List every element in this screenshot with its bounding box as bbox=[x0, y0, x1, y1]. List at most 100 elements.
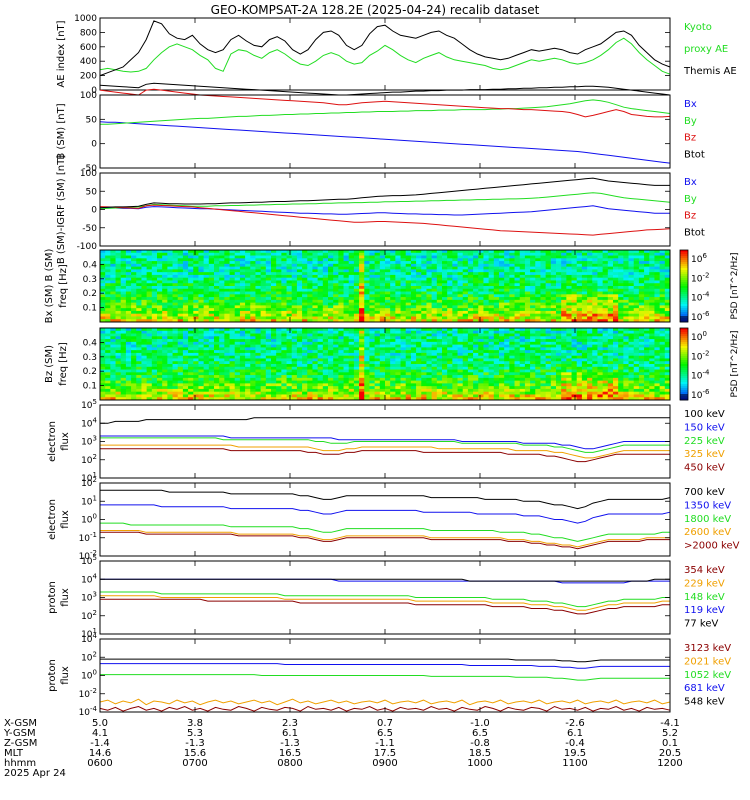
spectrogram-cell bbox=[623, 310, 629, 315]
spectrogram-cell bbox=[421, 269, 427, 273]
spectrogram-cell bbox=[488, 277, 495, 281]
spectrogram-cell bbox=[203, 347, 210, 351]
spectrogram-cell bbox=[219, 277, 225, 281]
spectrogram-cell bbox=[478, 280, 484, 284]
spectrogram-cell bbox=[203, 255, 210, 259]
spectrogram-cell bbox=[328, 263, 334, 268]
spectrogram-cell bbox=[602, 297, 609, 301]
spectrogram-cell bbox=[364, 350, 370, 354]
spectrogram-cell bbox=[395, 261, 401, 265]
spectrogram-cell bbox=[136, 380, 142, 384]
spectrogram-cell bbox=[115, 280, 122, 284]
spectrogram-cell bbox=[271, 266, 277, 270]
spectrogram-cell bbox=[193, 397, 199, 401]
spectrogram-cell bbox=[478, 310, 484, 315]
spectrogram-cell bbox=[628, 308, 635, 312]
spectrogram-cell bbox=[182, 308, 189, 312]
spectrogram-cell bbox=[426, 388, 433, 393]
spectrogram-cell bbox=[385, 383, 391, 387]
spectrogram-cell bbox=[193, 347, 199, 351]
spectrogram-cell bbox=[628, 319, 635, 323]
spectrogram-cell bbox=[120, 286, 127, 290]
spectrogram-cell bbox=[333, 286, 339, 290]
spectrogram-cell bbox=[198, 269, 205, 273]
spectrogram-cell bbox=[141, 355, 148, 359]
spectrogram-cell bbox=[250, 255, 256, 259]
spectrogram-cell bbox=[509, 291, 515, 295]
spectrogram-cell bbox=[328, 352, 334, 357]
spectrogram-cell bbox=[219, 297, 225, 301]
spectrogram-cell bbox=[436, 252, 443, 256]
spectrogram-cell bbox=[296, 377, 303, 382]
spectrogram-cell bbox=[545, 310, 552, 315]
spectrogram-cell bbox=[229, 313, 236, 317]
spectrogram-cell bbox=[405, 291, 412, 295]
spectrogram-cell bbox=[379, 302, 386, 306]
spectrogram-cell bbox=[193, 252, 199, 256]
spectrogram-cell bbox=[385, 266, 391, 270]
spectrogram-cell bbox=[493, 283, 500, 287]
spectrogram-cell bbox=[452, 358, 458, 362]
spectrogram-cell bbox=[100, 261, 106, 265]
spectrogram-cell bbox=[400, 299, 407, 304]
spectrogram-cell bbox=[633, 313, 640, 317]
spectrogram-cell bbox=[623, 274, 629, 279]
spectrogram-cell bbox=[167, 366, 173, 370]
spectrogram-cell bbox=[338, 266, 344, 270]
spectrogram-cell bbox=[255, 316, 262, 320]
spectrogram-cell bbox=[224, 361, 230, 365]
spectrogram-cell bbox=[229, 358, 236, 362]
spectrogram-cell bbox=[110, 366, 116, 370]
spectrogram-cell bbox=[659, 297, 666, 301]
spectrogram-cell bbox=[245, 375, 251, 379]
spectrogram-cell bbox=[100, 397, 106, 401]
spectrogram-cell bbox=[167, 277, 173, 281]
spectrogram-cell bbox=[172, 372, 179, 376]
spectrogram-cell bbox=[405, 294, 412, 298]
spectrogram-cell bbox=[364, 377, 370, 382]
spectrogram-cell bbox=[566, 302, 572, 306]
spectrogram-cell bbox=[162, 352, 168, 357]
spectrogram-cell bbox=[473, 397, 479, 401]
spectrogram-cell bbox=[535, 255, 541, 259]
spectrogram-cell bbox=[364, 394, 370, 398]
spectrogram-cell bbox=[540, 302, 547, 306]
spectrogram-cell bbox=[167, 252, 173, 256]
spectrogram-cell bbox=[146, 266, 153, 270]
spectrogram-cell bbox=[338, 339, 344, 343]
spectrogram-cell bbox=[146, 255, 153, 259]
spectrogram-cell bbox=[530, 299, 536, 304]
spectrogram-cell bbox=[260, 386, 267, 390]
spectrogram-cell bbox=[416, 369, 422, 373]
spectrogram-cell bbox=[390, 299, 396, 304]
spectrogram-cell bbox=[447, 274, 453, 279]
spectrogram-cell bbox=[245, 302, 251, 306]
spectrogram-cell bbox=[576, 266, 583, 270]
spectrogram-cell bbox=[410, 344, 417, 348]
spectrogram-cell bbox=[385, 339, 391, 343]
spectrogram-cell bbox=[628, 283, 635, 287]
spectrogram-cell bbox=[328, 272, 334, 276]
spectrogram-cell bbox=[421, 288, 427, 292]
spectrogram-cell bbox=[359, 380, 365, 384]
spectrogram-cell bbox=[644, 255, 650, 259]
spectrogram-cell bbox=[110, 336, 116, 340]
spectrogram-cell bbox=[664, 252, 671, 256]
spectrogram-cell bbox=[125, 366, 132, 370]
spectrogram-cell bbox=[405, 319, 412, 323]
spectrogram-cell bbox=[110, 302, 116, 306]
spectrogram-cell bbox=[416, 266, 422, 270]
spectrogram-cell bbox=[120, 386, 127, 390]
spectrogram-cell bbox=[120, 280, 127, 284]
spectrogram-cell bbox=[436, 366, 443, 370]
spectrogram-cell bbox=[120, 274, 127, 279]
spectrogram-cell bbox=[436, 261, 443, 265]
spectrogram-cell bbox=[467, 250, 474, 254]
spectrogram-cell bbox=[369, 310, 376, 315]
spectrogram-cell bbox=[540, 297, 547, 301]
spectrogram-cell bbox=[131, 297, 137, 301]
spectrogram-cell bbox=[141, 297, 148, 301]
spectrogram-cell bbox=[426, 316, 433, 320]
colorbar-step bbox=[680, 298, 688, 301]
spectrogram-cell bbox=[317, 336, 324, 340]
